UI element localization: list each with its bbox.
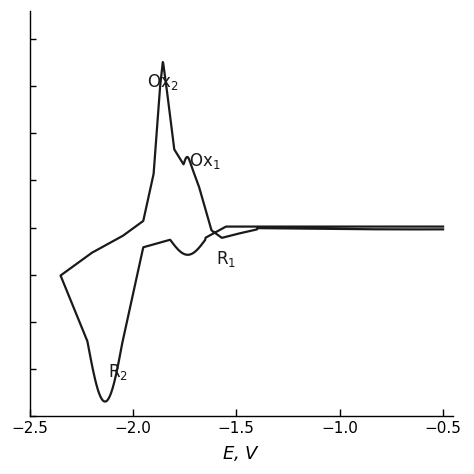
Text: R$_1$: R$_1$	[216, 249, 236, 269]
X-axis label: $E$, V: $E$, V	[222, 444, 261, 463]
Text: R$_2$: R$_2$	[108, 362, 128, 382]
Text: Ox$_2$: Ox$_2$	[147, 72, 179, 92]
Text: Ox$_1$: Ox$_1$	[189, 151, 220, 171]
